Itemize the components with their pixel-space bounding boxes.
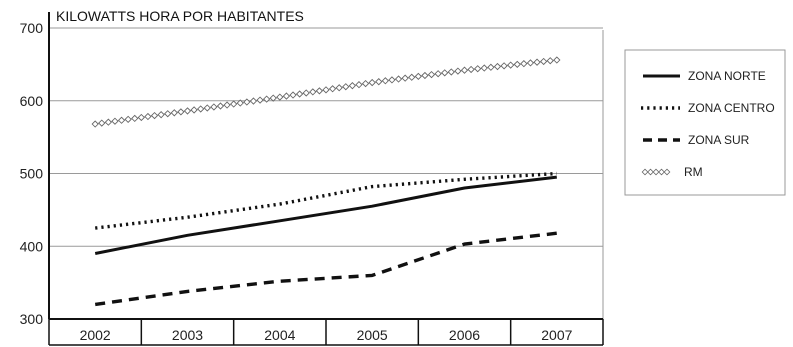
legend-label-rm: RM bbox=[684, 165, 703, 179]
series-point-rm bbox=[223, 101, 231, 109]
grid-lines bbox=[49, 27, 604, 319]
series-point-rm bbox=[295, 90, 304, 98]
series-point-rm bbox=[487, 63, 495, 71]
series-point-rm bbox=[276, 93, 284, 101]
y-tick-label: 700 bbox=[20, 20, 44, 36]
x-tick-label: 2005 bbox=[357, 327, 388, 343]
series-line-zona-centro bbox=[95, 171, 557, 230]
series-point-rm bbox=[394, 75, 403, 83]
series-point-rm bbox=[408, 73, 416, 81]
series-point-rm bbox=[131, 114, 139, 123]
series-point-rm bbox=[249, 97, 258, 105]
series-point-rm bbox=[302, 89, 310, 97]
series-point-rm bbox=[104, 118, 112, 126]
x-tick-labels: 2002 2003 2004 2005 2006 2007 bbox=[80, 327, 573, 343]
series-point-rm bbox=[526, 59, 535, 67]
series-point-rm bbox=[421, 71, 429, 80]
series-point-rm bbox=[309, 88, 317, 96]
series-point-rm bbox=[441, 69, 449, 77]
series-point-rm bbox=[263, 95, 271, 103]
series-point-rm bbox=[170, 109, 178, 117]
series-point-rm bbox=[157, 111, 165, 119]
series-point-rm bbox=[150, 111, 159, 120]
series-point-rm bbox=[434, 70, 442, 78]
series-point-rm bbox=[474, 65, 482, 73]
series-point-rm bbox=[546, 57, 554, 65]
series-point-rm bbox=[289, 91, 297, 99]
x-tick-label: 2004 bbox=[264, 327, 295, 343]
series-point-rm bbox=[388, 76, 396, 84]
series-point-rm bbox=[269, 94, 277, 102]
series-point-rm bbox=[342, 83, 350, 91]
series-point-rm bbox=[243, 98, 251, 106]
legend-label-zona-norte: ZONA NORTE bbox=[688, 69, 766, 83]
series-point-rm bbox=[322, 86, 330, 94]
series-point-rm bbox=[210, 103, 218, 111]
series-point-rm bbox=[375, 78, 383, 86]
series-point-rm bbox=[117, 116, 126, 124]
series-point-rm bbox=[460, 66, 469, 74]
series-point-rm bbox=[144, 112, 152, 121]
legend-label-zona-sur: ZONA SUR bbox=[688, 133, 750, 147]
series-point-rm bbox=[500, 62, 508, 70]
series-point-rm bbox=[513, 60, 521, 69]
axes bbox=[48, 12, 604, 346]
chart-title: KILOWATTS HORA POR HABITANTES bbox=[56, 8, 304, 24]
series-point-rm bbox=[197, 105, 205, 113]
y-tick-label: 300 bbox=[20, 311, 44, 327]
y-tick-labels: 300 400 500 600 700 bbox=[20, 20, 44, 327]
series-point-rm bbox=[401, 74, 409, 82]
series-point-rm bbox=[507, 61, 515, 69]
series-point-rm bbox=[480, 64, 488, 72]
series-point-rm bbox=[164, 110, 172, 118]
series-point-rm bbox=[177, 108, 185, 116]
legend-swatch-rm bbox=[663, 168, 671, 176]
legend: ZONA NORTE ZONA CENTRO ZONA SUR RM bbox=[624, 49, 786, 196]
series-lines bbox=[91, 56, 561, 307]
series-point-rm bbox=[98, 119, 106, 127]
series-point-rm bbox=[467, 65, 475, 74]
y-tick-label: 600 bbox=[20, 93, 44, 109]
x-tick-label: 2003 bbox=[172, 327, 203, 343]
y-tick-label: 500 bbox=[20, 166, 44, 182]
series-point-rm bbox=[553, 56, 561, 64]
series-point-rm bbox=[414, 72, 422, 81]
series-point-rm bbox=[256, 96, 264, 104]
series-point-rm bbox=[137, 113, 145, 122]
x-tick-label: 2002 bbox=[80, 327, 111, 343]
series-point-rm bbox=[335, 84, 343, 92]
series-point-rm bbox=[236, 99, 244, 107]
series-point-rm bbox=[520, 60, 528, 68]
series-point-rm bbox=[361, 79, 370, 88]
y-tick-label: 400 bbox=[20, 238, 44, 254]
series-point-rm bbox=[91, 120, 99, 128]
series-point-rm bbox=[348, 82, 357, 90]
series-point-rm bbox=[540, 57, 548, 66]
series-point-rm bbox=[282, 92, 291, 100]
series-point-rm bbox=[315, 87, 324, 95]
series-line-zona-sur bbox=[94, 231, 557, 307]
series-point-rm bbox=[216, 102, 225, 110]
series-point-rm bbox=[230, 100, 238, 108]
series-point-rm bbox=[111, 117, 119, 125]
series-point-rm bbox=[454, 67, 462, 75]
series-point-rm bbox=[533, 58, 541, 66]
series-point-rm bbox=[190, 106, 198, 114]
series-line-zona-norte bbox=[94, 175, 557, 255]
series-point-rm bbox=[355, 81, 363, 89]
series-point-rm bbox=[328, 85, 337, 93]
series-point-rm bbox=[124, 115, 132, 123]
series-point-rm bbox=[493, 62, 502, 71]
x-tick-label: 2006 bbox=[449, 327, 480, 343]
legend-label-zona-centro: ZONA CENTRO bbox=[688, 101, 775, 115]
series-point-rm bbox=[381, 77, 389, 85]
series-point-rm bbox=[183, 107, 192, 115]
series-point-rm bbox=[368, 78, 376, 87]
series-point-rm bbox=[447, 68, 455, 76]
x-tick-label: 2007 bbox=[541, 327, 572, 343]
series-point-rm bbox=[427, 70, 436, 79]
series-point-rm bbox=[203, 104, 211, 112]
